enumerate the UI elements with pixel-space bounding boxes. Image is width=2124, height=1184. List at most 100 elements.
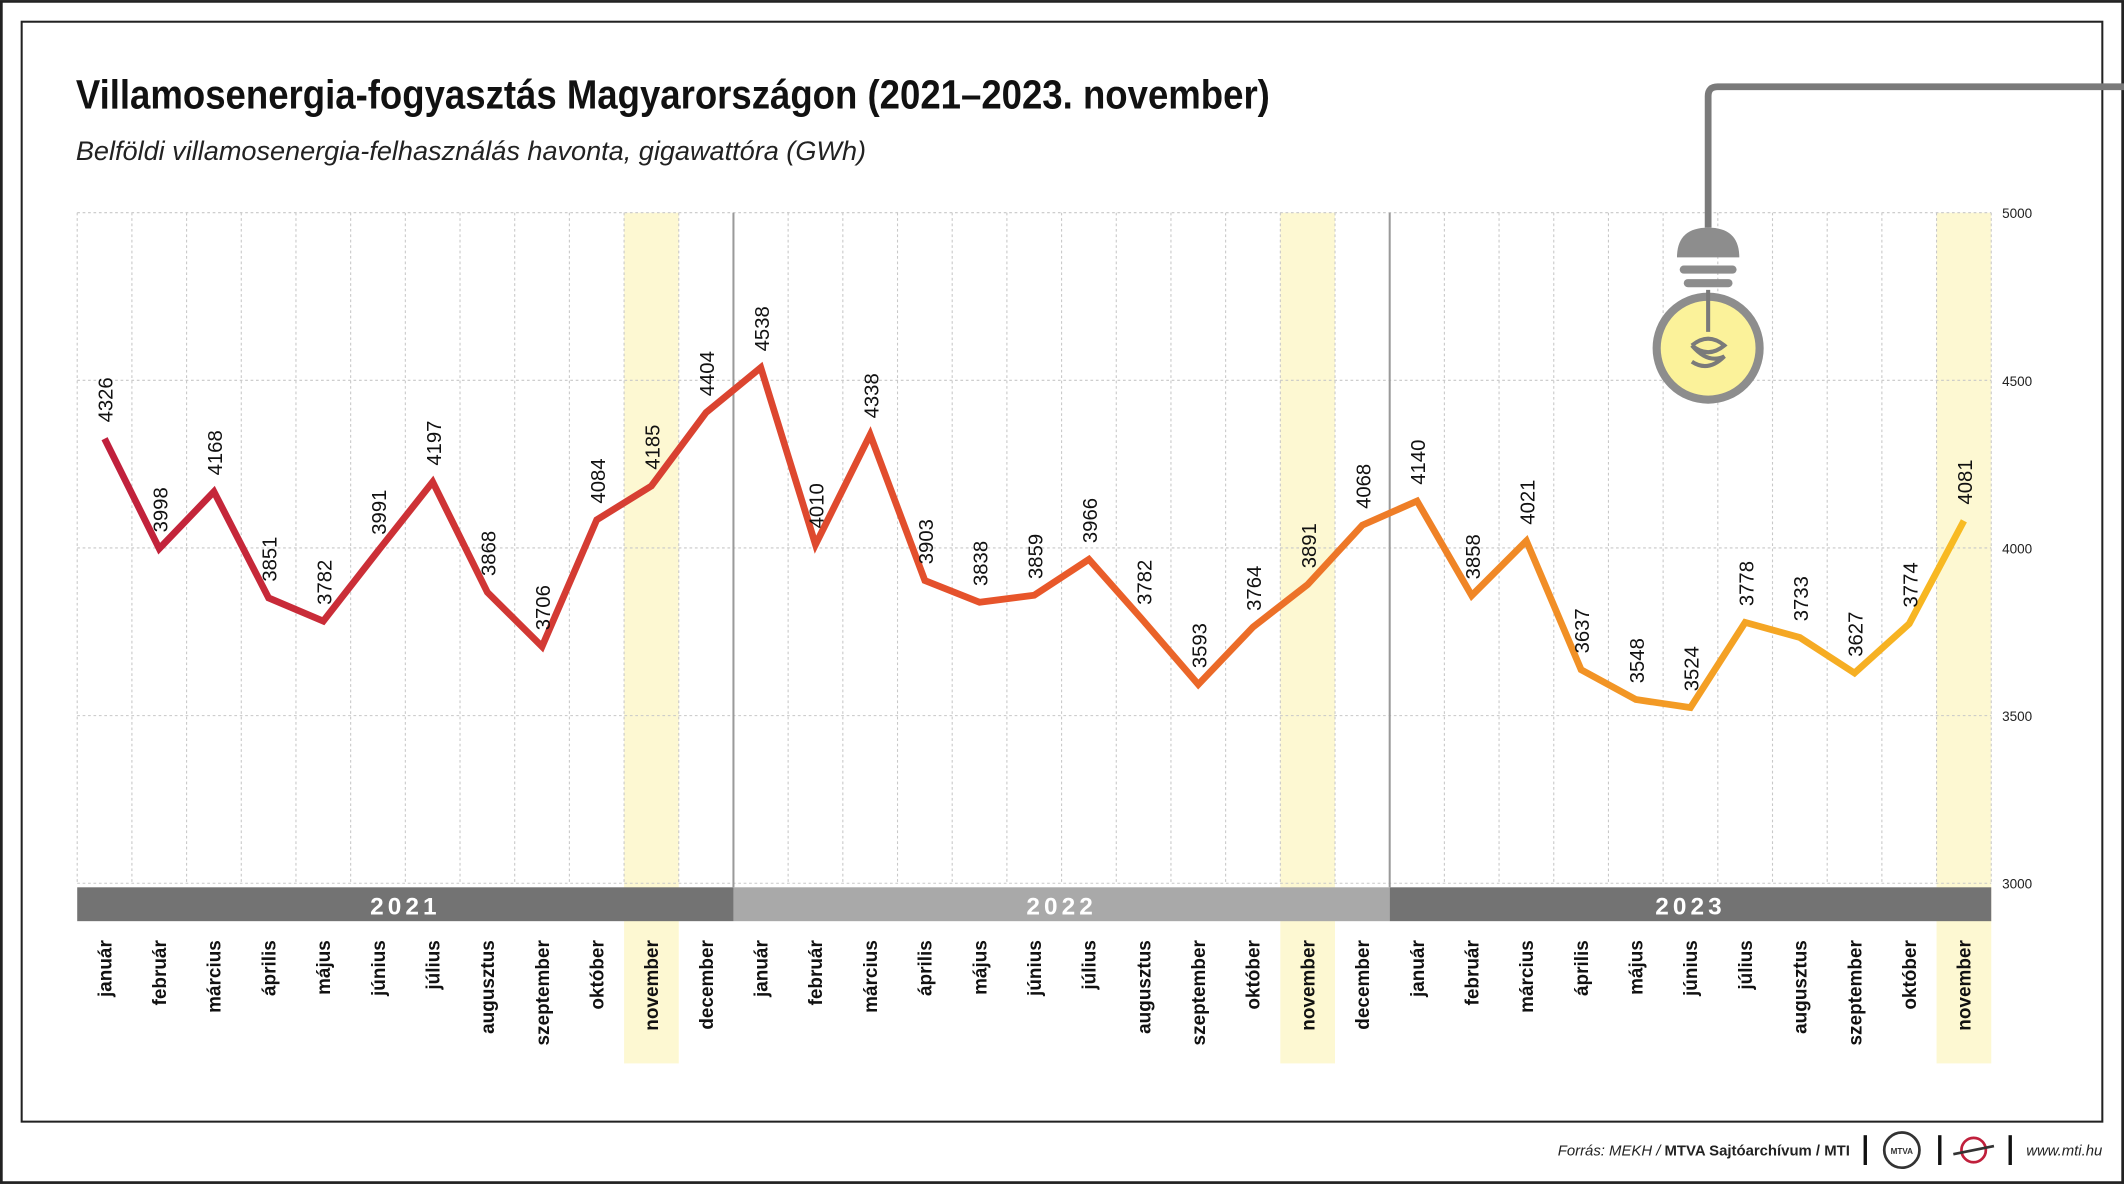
x-tick-label: március	[861, 940, 882, 1013]
website: www.mti.hu	[2026, 1144, 2102, 1160]
logo-text: MTVA	[1891, 1147, 1914, 1156]
source: Forrás: MEKH / MTVA Sajtóarchívum / MTI	[1558, 1144, 1850, 1160]
year-label: 2022	[1026, 893, 1096, 920]
data-label: 4538	[752, 306, 774, 351]
data-line	[101, 361, 1967, 712]
data-label: 4168	[205, 430, 227, 475]
y-tick-label: 3500	[2002, 709, 2032, 724]
data-label: 3764	[1244, 566, 1266, 611]
data-label: 3637	[1572, 608, 1594, 653]
data-label: 4084	[588, 458, 610, 503]
x-tick-label: február	[1462, 940, 1483, 1006]
data-label: 3859	[1025, 534, 1047, 579]
x-tick-label: március	[205, 940, 226, 1013]
y-tick-label: 4000	[2002, 541, 2032, 556]
y-tick-label: 5000	[2002, 206, 2032, 221]
data-label: 3851	[260, 537, 282, 582]
logo-mark	[1960, 1136, 1988, 1164]
data-label: 4404	[697, 351, 719, 396]
x-tick-label: február	[806, 940, 827, 1006]
bulb-thread	[1683, 279, 1733, 288]
data-label: 4185	[643, 425, 665, 470]
x-tick-label: június	[1025, 940, 1046, 997]
bulb	[1652, 83, 2124, 404]
x-tick-label: június	[1681, 940, 1702, 997]
cord	[1704, 83, 2124, 228]
y-tick-label: 4500	[2002, 374, 2032, 389]
x-tick-label: március	[1517, 940, 1538, 1013]
data-label: 3627	[1846, 612, 1868, 657]
data-label: 3991	[369, 490, 391, 535]
x-tick-label: szeptember	[1845, 940, 1866, 1046]
data-label: 3868	[478, 531, 500, 576]
logo-mark	[1953, 1144, 1995, 1156]
x-tick-label: december	[1353, 940, 1374, 1030]
data-label: 3998	[150, 487, 172, 532]
year-label: 2023	[1655, 893, 1725, 920]
data-label: 4338	[861, 373, 883, 418]
data-label: 3548	[1627, 638, 1649, 683]
x-tick-label: szeptember	[533, 940, 554, 1046]
x-tick-label: július	[1736, 940, 1757, 991]
logo-circle	[1882, 1131, 1921, 1170]
data-label: 3733	[1791, 576, 1813, 621]
data-label: 3858	[1463, 534, 1485, 579]
data-label: 3903	[916, 519, 938, 564]
x-tick-label: augusztus	[478, 940, 499, 1034]
bulb-cap	[1676, 227, 1740, 258]
data-label: 4010	[807, 483, 829, 528]
x-tick-label: május	[1627, 940, 1648, 995]
highlight-column	[1936, 212, 1992, 1064]
x-tick-label: november	[1298, 940, 1319, 1031]
chart-subtitle: Belföldi villamosenergia-felhasználás ha…	[76, 135, 866, 166]
data-label: 3524	[1682, 646, 1704, 691]
x-tick-label: május	[314, 940, 335, 995]
x-tick-label: augusztus	[1791, 940, 1812, 1034]
data-label: 4081	[1955, 459, 1977, 504]
background-layer	[76, 212, 1992, 1064]
x-tick-label: április	[259, 940, 280, 996]
data-label: 3782	[1135, 560, 1157, 605]
data-label: 3778	[1736, 561, 1758, 606]
x-tick-label: július	[1080, 940, 1101, 990]
x-tick-label: december	[697, 940, 718, 1030]
inner-frame	[20, 20, 2104, 1123]
source-prefix: Forrás: MEKH /	[1558, 1144, 1665, 1160]
x-tick-label: január	[95, 940, 116, 999]
y-tick-label: 3000	[2002, 877, 2032, 892]
x-tick-label: október	[1900, 940, 1921, 1010]
x-tick-label: január	[752, 940, 773, 999]
x-tick-label: január	[1408, 940, 1429, 999]
data-label: 3891	[1299, 523, 1321, 568]
filament	[1690, 289, 1728, 369]
x-tick-label: november	[642, 940, 663, 1031]
year-label: 2021	[370, 893, 440, 920]
x-tick-label: július	[423, 940, 444, 990]
x-tick-label: október	[1244, 940, 1265, 1010]
data-label: 3774	[1900, 562, 1922, 607]
data-label: 3782	[314, 560, 336, 605]
data-label: 4197	[424, 421, 446, 466]
data-label: 4068	[1353, 464, 1375, 509]
x-tick-label: május	[970, 940, 991, 995]
x-tick-label: szeptember	[1189, 940, 1210, 1046]
data-label: 4140	[1408, 440, 1430, 485]
x-tick-label: április	[916, 940, 937, 996]
x-tick-label: november	[1955, 940, 1976, 1031]
data-label: 4326	[96, 377, 118, 422]
year-band	[1389, 887, 1992, 922]
highlight-column	[1280, 212, 1336, 1064]
data-label: 3706	[533, 585, 555, 630]
data-label: 3838	[971, 541, 993, 586]
bulb-thread	[1679, 265, 1737, 274]
highlight-column	[624, 212, 679, 1064]
x-tick-label: október	[588, 940, 609, 1010]
data-label: 3966	[1080, 498, 1102, 543]
data-label: 3593	[1189, 623, 1211, 668]
x-tick-label: február	[150, 940, 171, 1006]
x-tick-label: augusztus	[1134, 940, 1155, 1034]
year-band	[77, 887, 734, 922]
